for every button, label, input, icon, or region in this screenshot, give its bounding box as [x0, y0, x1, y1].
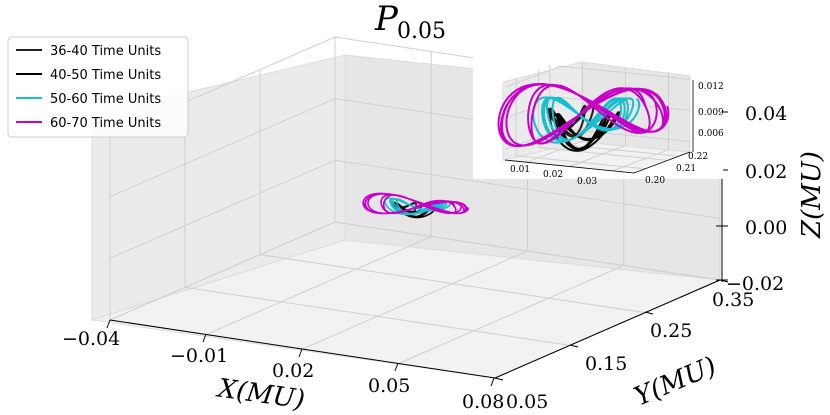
inset-grid-line	[504, 65, 691, 88]
inset-grid-line	[504, 96, 691, 119]
legend-label: 40-50 Time Units	[50, 68, 161, 83]
inset-grid-line	[612, 71, 669, 172]
z-tick-label: −0.02	[726, 273, 784, 295]
x-tick-label: −0.01	[170, 345, 228, 367]
grid-line	[109, 159, 721, 259]
inset-x-tick-label: 0.02	[543, 170, 563, 180]
y-tick-label: 0.05	[506, 391, 548, 413]
inset-z-tick-label: 0.012	[698, 82, 724, 92]
inset-grid-lines	[504, 63, 691, 172]
y-axis-line	[494, 279, 721, 379]
x-axis-line	[109, 319, 496, 379]
legend: 36-40 Time Units 40-50 Time Units 50-60 Ti…	[7, 36, 189, 138]
legend-box	[7, 36, 189, 138]
series-line-main	[362, 192, 470, 215]
grid-line	[109, 221, 721, 321]
inset-y-axis-line	[633, 151, 691, 174]
inset-x-tick-label: 0.03	[577, 177, 597, 187]
inset-y-tick-label: 0.20	[645, 176, 665, 186]
inset-grid-line	[515, 77, 646, 170]
z-tick-label: 0.04	[745, 103, 787, 125]
z-tick-label: 0.00	[745, 217, 787, 239]
inset-z-tick-label: 0.006	[698, 129, 724, 139]
inset-z-tick-label: 0.009	[698, 108, 724, 118]
inset-grid-line	[549, 65, 679, 157]
main-trajectories	[362, 192, 470, 219]
x-tick-label: −0.04	[62, 328, 120, 350]
x-tick-mark	[490, 377, 495, 387]
y-tick-mark	[644, 311, 654, 315]
title-text: P	[374, 0, 399, 39]
inset-x-axis-line	[504, 159, 635, 174]
z-axis-label: Z(MU)	[797, 151, 827, 239]
y-tick-label: 0.25	[650, 320, 692, 342]
series-line-inset	[532, 96, 641, 144]
y-ticks: 0.05 0.15 0.25 0.35	[494, 279, 754, 413]
x-tick-mark	[202, 333, 207, 343]
y-axis-label: Y(MU)	[630, 351, 721, 412]
x-tick-mark	[106, 319, 111, 329]
inset-grid-line	[526, 63, 583, 163]
title-subscript: 0.05	[397, 19, 446, 44]
y-tick-mark	[569, 344, 579, 348]
inset-grid-line	[569, 67, 626, 167]
legend-label: 36-40 Time Units	[50, 44, 161, 59]
legend-label: 60-70 Time Units	[50, 116, 161, 131]
y-tick-mark	[494, 377, 504, 381]
x-tick-label: 0.05	[368, 375, 410, 397]
y-tick-label: 0.15	[585, 353, 627, 375]
x-ticks: −0.04 −0.01 0.02 0.05 0.08	[62, 319, 504, 413]
legend-label: 50-60 Time Units	[50, 92, 161, 107]
chart-title: P 0.05	[374, 0, 446, 44]
x-tick-label: 0.02	[272, 360, 314, 382]
y-tick-label: 0.35	[712, 289, 754, 311]
x-tick-label: 0.08	[462, 391, 504, 413]
inset-axes: 0.01 0.02 0.03 0.20 0.21 0.22 0.006 0.00…	[473, 55, 724, 187]
inset-x-tick-label: 0.01	[510, 165, 530, 175]
series-line-inset	[497, 82, 670, 148]
x-tick-mark	[298, 348, 303, 358]
inset-y-tick-label: 0.22	[688, 152, 708, 162]
z-ticks: −0.02 0.00 0.02 0.04	[716, 103, 787, 295]
inset-y-tick-label: 0.21	[676, 164, 696, 174]
x-tick-mark	[394, 362, 399, 372]
z-tick-label: 0.02	[745, 161, 787, 183]
inset-trajectories	[497, 82, 670, 152]
